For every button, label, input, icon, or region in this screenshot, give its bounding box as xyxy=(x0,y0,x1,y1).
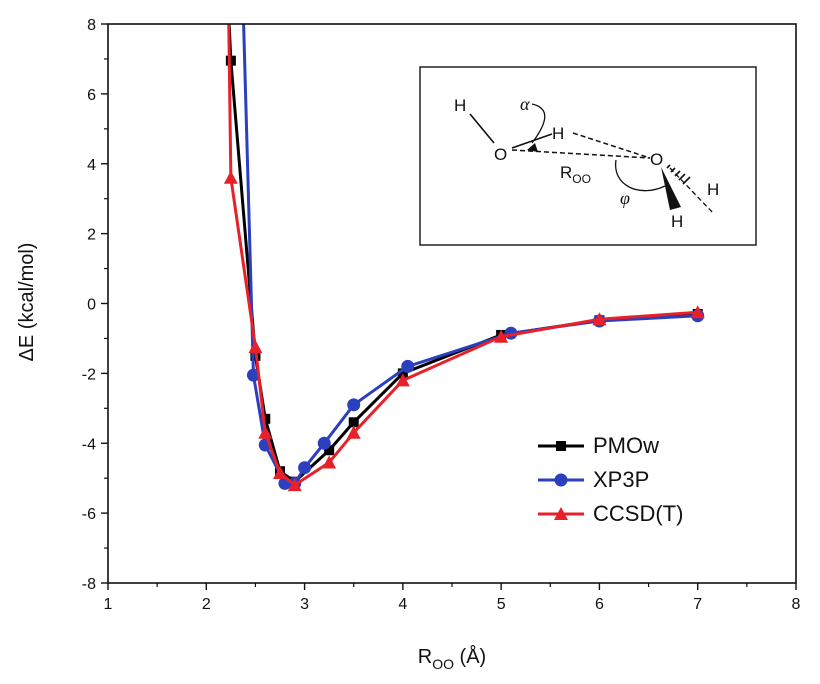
data-point-pmow xyxy=(225,55,236,66)
data-point-ccsdt xyxy=(346,425,361,439)
data-point-xp3p xyxy=(347,398,361,412)
legend-label-ccsdt: CCSD(T) xyxy=(593,501,683,526)
data-point-ccsdt xyxy=(592,312,607,326)
y-tick-label: -2 xyxy=(82,366,96,383)
legend: PMOw XP3P CCSD(T) xyxy=(538,433,683,526)
x-tick-label: 5 xyxy=(497,596,506,613)
bond-oh-donor xyxy=(511,133,553,149)
hbond-dashed-upper xyxy=(572,132,651,159)
y-tick-label: -6 xyxy=(82,506,96,523)
x-axis-title: ROO (Å) xyxy=(418,645,486,672)
alpha-arc xyxy=(531,103,546,144)
x-tick-label: 2 xyxy=(202,596,211,613)
y-axis-title: ΔE (kcal/mol) xyxy=(16,243,38,362)
y-tick-label: 0 xyxy=(87,297,96,314)
legend-marker-pmow xyxy=(556,441,566,451)
inset-frame xyxy=(419,66,757,246)
inset-diagram: H O H O H H α φ ROO xyxy=(419,66,757,246)
legend-label-pmow: PMOw xyxy=(593,433,659,458)
series-line-ccsdt xyxy=(227,24,698,487)
legend-label-xp3p: XP3P xyxy=(593,467,649,492)
bond-oh-left xyxy=(469,113,495,144)
phi-label: φ xyxy=(620,188,630,208)
y-tick-label: 2 xyxy=(87,227,96,244)
data-point-xp3p xyxy=(317,436,331,450)
alpha-arrow xyxy=(527,143,538,152)
data-point-ccsdt xyxy=(690,305,705,319)
data-point-xp3p xyxy=(298,461,312,475)
data-point-ccsdt xyxy=(258,425,273,439)
atom-h-top: H xyxy=(454,96,466,115)
x-tick-label: 6 xyxy=(595,596,604,613)
data-point-ccsdt xyxy=(248,340,263,354)
atom-h-right: H xyxy=(707,180,719,199)
dashed-extension xyxy=(669,167,714,214)
hash-bond-h xyxy=(666,164,691,185)
y-tick-label: 8 xyxy=(87,17,96,34)
atom-h-donor: H xyxy=(552,124,564,143)
data-point-ccsdt xyxy=(223,170,238,184)
y-tick-label: 6 xyxy=(87,87,96,104)
y-tick-label: 4 xyxy=(87,157,96,174)
data-point-ccsdt xyxy=(273,465,287,479)
wedge-bond-h xyxy=(661,167,681,210)
data-point-xp3p xyxy=(246,368,260,382)
atom-o-right: O xyxy=(650,150,663,169)
legend-marker-ccsdt xyxy=(554,507,568,520)
roo-dashed xyxy=(511,149,651,159)
x-tick-label: 4 xyxy=(398,596,407,613)
data-point-ccsdt xyxy=(395,373,410,387)
data-point-ccsdt xyxy=(287,478,302,492)
legend-marker-xp3p xyxy=(554,473,568,487)
data-point-pmow xyxy=(260,413,271,424)
roo-label: ROO xyxy=(560,163,591,186)
y-tick-label: -4 xyxy=(82,436,96,453)
x-tick-label: 8 xyxy=(792,596,801,613)
phi-arc xyxy=(615,159,666,192)
data-point-pmow xyxy=(348,417,359,428)
data-point-pmow xyxy=(324,445,335,456)
alpha-label: α xyxy=(520,94,530,114)
atom-h-bottom: H xyxy=(671,212,683,231)
atom-o-left: O xyxy=(494,145,507,164)
y-tick-label: -8 xyxy=(82,576,96,593)
data-point-ccsdt xyxy=(494,329,509,343)
data-point-ccsdt xyxy=(322,455,337,469)
data-point-xp3p xyxy=(401,359,415,373)
x-tick-label: 7 xyxy=(693,596,702,613)
x-tick-label: 3 xyxy=(300,596,309,613)
x-tick-label: 1 xyxy=(104,596,113,613)
